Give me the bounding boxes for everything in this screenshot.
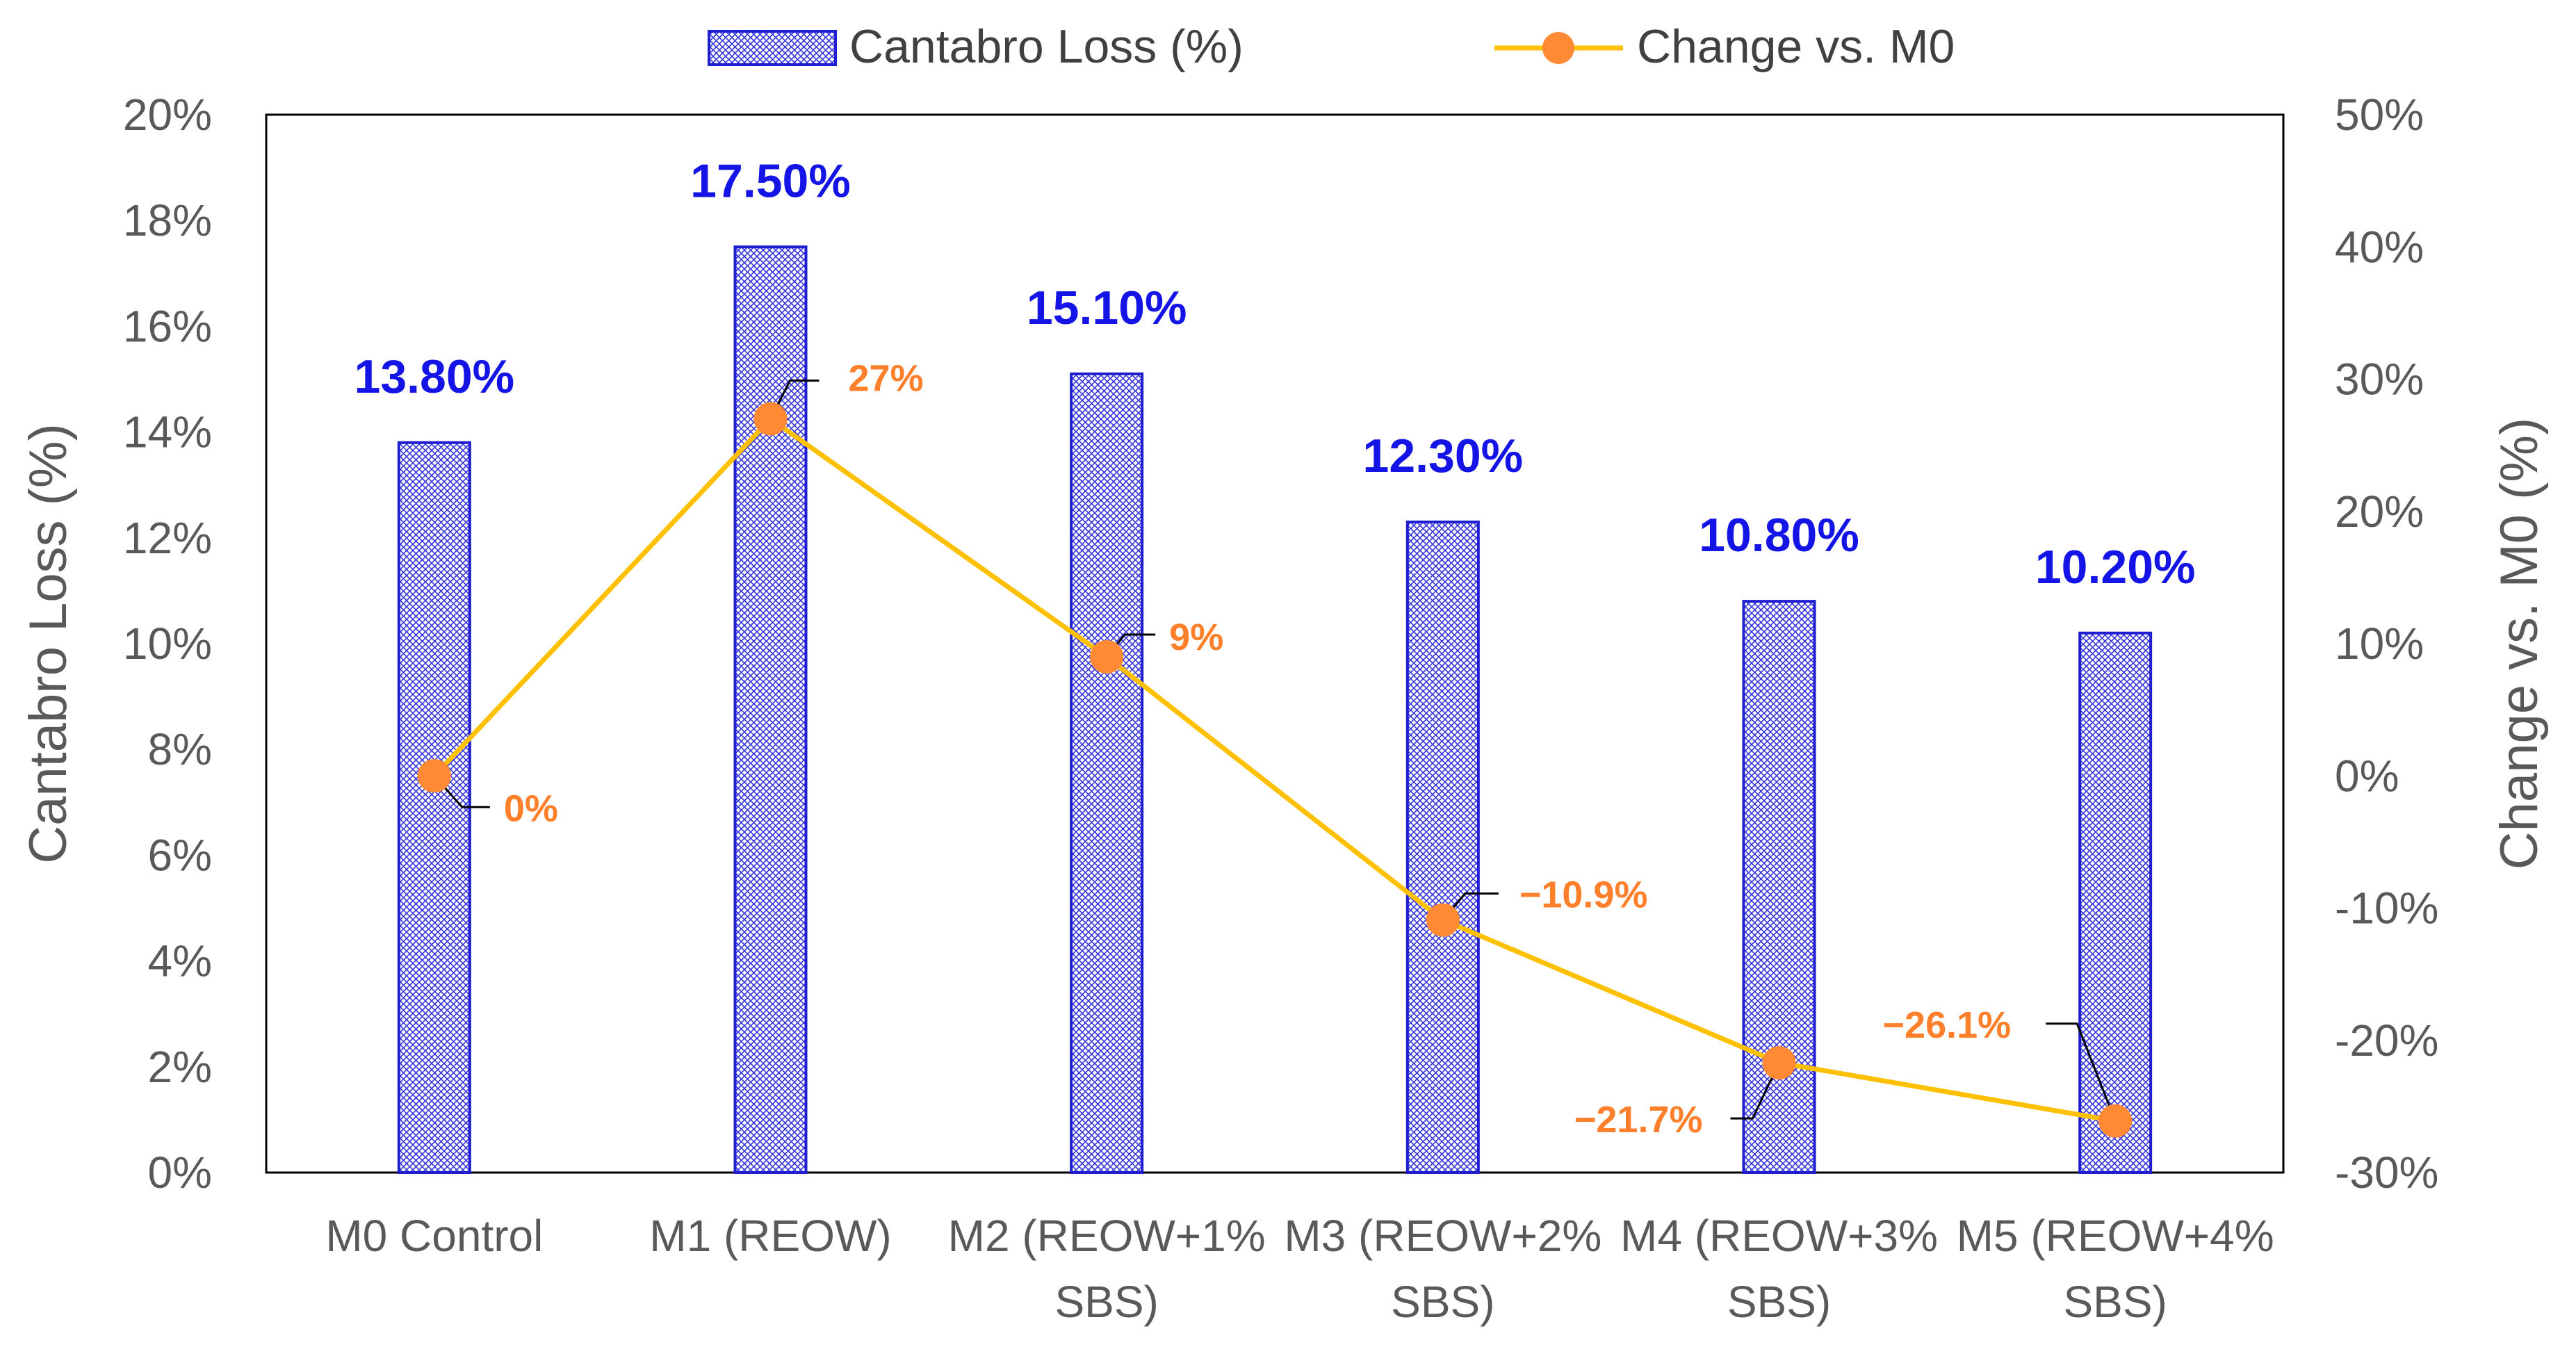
- bar: [1742, 600, 1816, 1174]
- left-tick-label: 2%: [148, 1042, 213, 1092]
- left-tick-label: 8%: [148, 724, 213, 774]
- bar-data-label: 12.30%: [1363, 430, 1524, 482]
- category-label: M1 (REOW): [649, 1211, 891, 1261]
- left-tick-label: 20%: [123, 90, 212, 140]
- line-marker: [2098, 1104, 2133, 1138]
- bar-data-label: 13.80%: [354, 350, 515, 403]
- legend-bar-swatch: [708, 30, 837, 66]
- line-data-label: 27%: [849, 358, 924, 400]
- left-tick-label: 12%: [123, 513, 212, 563]
- right-tick-label: 10%: [2335, 619, 2424, 669]
- right-tick-label: -10%: [2335, 883, 2438, 933]
- left-tick-label: 16%: [123, 301, 212, 351]
- leader-line: [1730, 1062, 1780, 1120]
- line-marker: [1090, 640, 1124, 674]
- line-data-label: −26.1%: [1883, 1004, 2012, 1046]
- line-marker: [417, 759, 451, 793]
- bar: [397, 441, 471, 1175]
- line-marker: [1426, 903, 1460, 937]
- right-tick-label: 30%: [2335, 354, 2424, 405]
- legend-line-label: Change vs. M0: [1637, 20, 1955, 73]
- right-tick-label: 40%: [2335, 222, 2424, 272]
- bar-data-label: 10.20%: [2035, 541, 2196, 594]
- category-label: SBS): [1054, 1277, 1158, 1327]
- line-data-label: 0%: [504, 787, 558, 829]
- bar: [1070, 372, 1144, 1174]
- line-data-label: 9%: [1169, 617, 1223, 658]
- right-tick-label: 50%: [2335, 90, 2424, 140]
- legend-line-marker: [1542, 32, 1574, 64]
- leader-line: [2046, 1022, 2117, 1122]
- right-tick-label: -20%: [2335, 1015, 2438, 1066]
- category-label: SBS): [1727, 1277, 1831, 1327]
- category-label: M3 (REOW+2%: [1284, 1211, 1601, 1261]
- legend-bar-label: Cantabro Loss (%): [849, 20, 1244, 73]
- left-tick-label: 6%: [148, 830, 213, 880]
- category-label: M0 Control: [325, 1211, 543, 1261]
- category-label: SBS): [2063, 1277, 2167, 1327]
- left-tick-label: 10%: [123, 619, 212, 669]
- bar: [2078, 631, 2153, 1174]
- left-tick-label: 0%: [148, 1148, 213, 1198]
- category-label: M5 (REOW+4%: [1957, 1211, 2274, 1261]
- left-tick-label: 14%: [123, 407, 212, 457]
- bar-data-label: 15.10%: [1027, 281, 1187, 334]
- left-tick-label: 18%: [123, 195, 212, 245]
- category-label: M2 (REOW+1%: [948, 1211, 1266, 1261]
- right-tick-label: -30%: [2335, 1148, 2438, 1198]
- right-tick-label: 20%: [2335, 487, 2424, 537]
- plot-frame: [265, 113, 2285, 1174]
- category-label: M4 (REOW+3%: [1620, 1211, 1938, 1261]
- change-line: [432, 416, 2116, 1124]
- bar-data-label: 10.80%: [1699, 509, 1859, 562]
- line-data-label: −10.9%: [1519, 874, 1648, 916]
- left-tick-label: 4%: [148, 936, 213, 986]
- bar: [1405, 520, 1480, 1174]
- line-marker: [1762, 1046, 1796, 1080]
- left-axis-title: Cantabro Loss (%): [19, 423, 78, 864]
- line-marker: [753, 402, 788, 436]
- right-tick-label: 0%: [2335, 751, 2399, 801]
- line-data-label: −21.7%: [1574, 1099, 1703, 1141]
- bar: [733, 245, 808, 1174]
- category-label: SBS): [1391, 1277, 1494, 1327]
- right-axis-title: Change vs. M0 (%): [2490, 418, 2549, 870]
- bar-data-label: 17.50%: [690, 154, 851, 207]
